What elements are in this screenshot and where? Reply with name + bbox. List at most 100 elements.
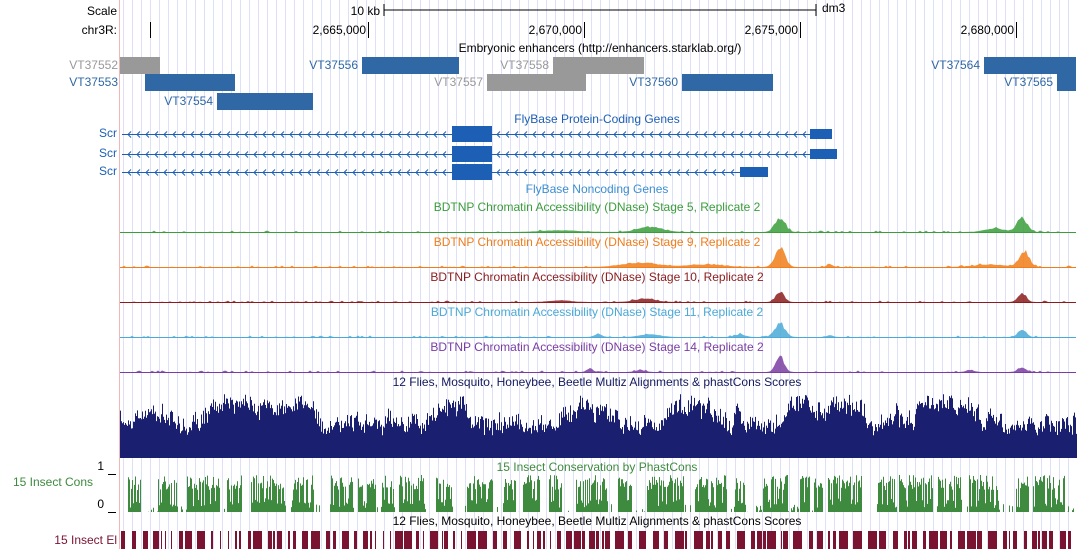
conserved-element	[165, 531, 166, 549]
conserved-element	[1024, 531, 1027, 549]
conserved-element	[493, 531, 497, 549]
conserved-element	[605, 531, 610, 549]
conserved-element	[293, 531, 296, 549]
conserved-element	[171, 531, 172, 549]
conserved-element	[503, 531, 507, 549]
conserved-element	[197, 531, 205, 549]
conserved-element	[121, 531, 125, 549]
conserved-element	[589, 531, 595, 549]
track-title: 12 Flies, Mosquito, Honeybee, Beetle Mul…	[393, 375, 802, 389]
conserved-element	[912, 531, 917, 549]
enhancer	[682, 74, 773, 91]
conserved-element	[833, 531, 836, 549]
conserved-element	[533, 531, 534, 549]
conserved-element	[904, 531, 907, 549]
chrom-label: chr3R:	[82, 23, 117, 37]
conserved-element	[395, 531, 403, 549]
conserved-element	[453, 531, 455, 549]
enhancer-label: VT37556	[309, 58, 358, 72]
track-label: 15 Insect Cons	[13, 475, 93, 489]
enhancer	[362, 57, 459, 74]
strand-arrows	[127, 131, 807, 138]
conserved-element	[537, 531, 541, 549]
enhancer-label: VT37553	[69, 75, 118, 89]
conserved-element	[185, 531, 192, 549]
conserved-element	[853, 531, 862, 549]
conserved-element	[543, 531, 545, 549]
conserved-element	[153, 531, 159, 549]
conserved-element	[574, 531, 581, 549]
conserved-element	[1068, 531, 1071, 549]
conserved-element	[763, 531, 766, 549]
conserved-element	[602, 531, 604, 549]
enhancer	[217, 93, 313, 110]
conserved-element	[235, 531, 237, 549]
axis-min: 0	[97, 497, 104, 511]
enhancer	[1057, 74, 1076, 91]
conserved-element	[1042, 531, 1047, 549]
conserved-element	[220, 531, 221, 549]
conserved-element	[737, 531, 745, 549]
enhancer	[120, 57, 160, 74]
conserved-element	[1013, 531, 1017, 549]
conserved-element	[958, 531, 965, 549]
conserved-element	[375, 531, 376, 549]
scale-text: 10 kb	[351, 4, 381, 18]
enhancer	[553, 57, 644, 74]
conserved-element	[1049, 531, 1053, 549]
track-title: BDTNP Chromatin Accessibility (DNase) St…	[434, 235, 761, 249]
conserved-element	[404, 531, 412, 549]
tracks: 2,665,000 2,670,000 2,675,000 2,680,000 Embr…	[13, 22, 1077, 549]
ruler-position: 2,665,000	[313, 23, 367, 37]
conserved-element	[923, 531, 926, 549]
conserved-element	[726, 531, 730, 549]
conserved-element	[767, 531, 776, 549]
conserved-element	[783, 531, 788, 549]
conserved-element	[950, 531, 952, 549]
conserved-element	[311, 531, 320, 549]
track-title: BDTNP Chromatin Accessibility (DNase) St…	[430, 340, 764, 354]
conserved-element	[253, 531, 262, 549]
conserved-element	[342, 531, 349, 549]
conserved-element	[977, 531, 982, 549]
strand-arrows	[127, 169, 735, 176]
conserved-element	[706, 531, 710, 549]
conserved-element	[333, 531, 336, 549]
conserved-element	[277, 531, 282, 549]
track-label: 15 Insect El	[54, 533, 117, 547]
conserved-element	[893, 531, 898, 549]
ruler-position: 2,670,000	[529, 23, 583, 37]
conserved-element	[664, 531, 668, 549]
conserved-element	[757, 531, 762, 549]
axis-max: 1	[97, 459, 104, 473]
conserved-element	[273, 531, 275, 549]
enhancer-label: VT37552	[69, 58, 118, 72]
signal	[120, 322, 1076, 337]
conserved-element	[879, 531, 886, 549]
conserved-element	[467, 531, 476, 549]
conserved-element	[442, 531, 443, 549]
conserved-element	[639, 531, 646, 549]
strand-arrows	[127, 151, 807, 158]
conserved-element	[370, 531, 372, 549]
ruler-position: 2,680,000	[961, 23, 1015, 37]
conserved-element	[550, 531, 551, 549]
exon	[452, 164, 492, 180]
enhancer-label: VT37564	[931, 58, 980, 72]
exon	[810, 149, 837, 159]
phastcons-histogram	[128, 475, 1074, 512]
track-title: Embryonic enhancers (http://enhancers.st…	[459, 41, 742, 55]
conserved-element	[908, 531, 910, 549]
enhancer	[145, 74, 235, 91]
conserved-element	[444, 531, 448, 549]
conserved-element	[514, 531, 521, 549]
conserved-element	[268, 531, 272, 549]
scale-label: Scale	[87, 4, 117, 18]
conserved-element	[423, 531, 424, 549]
conserved-element	[940, 531, 947, 549]
track-title: 12 Flies, Mosquito, Honeybee, Beetle Mul…	[393, 514, 802, 528]
enhancer	[487, 74, 586, 91]
conserved-element	[302, 531, 308, 549]
conserved-element	[817, 531, 823, 549]
